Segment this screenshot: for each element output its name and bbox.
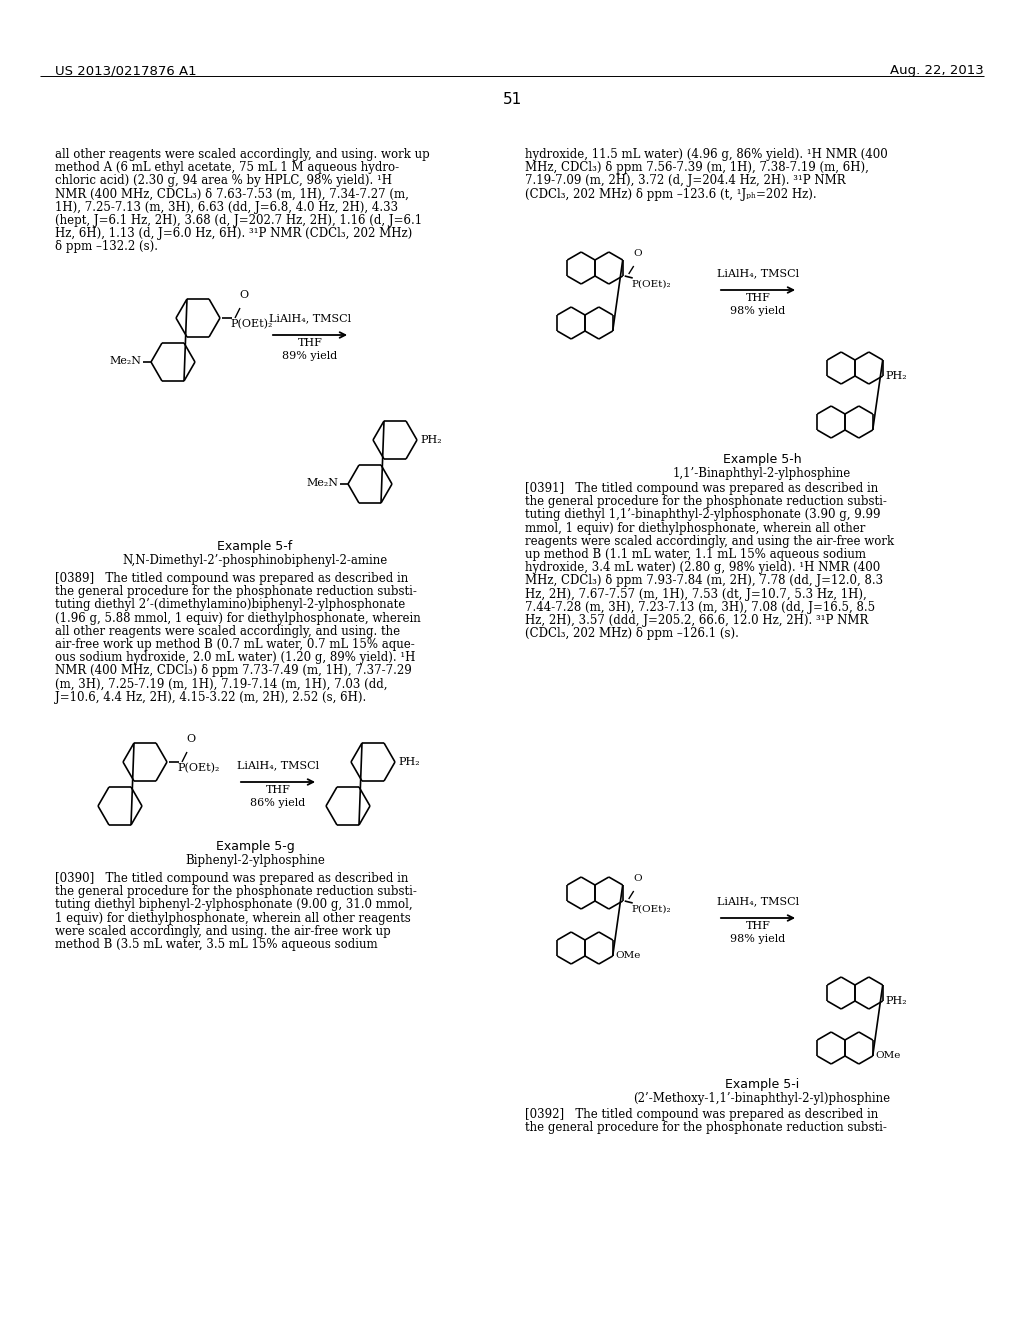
Text: O: O bbox=[634, 249, 642, 257]
Text: NMR (400 MHz, CDCL₃) δ 7.63-7.53 (m, 1H), 7.34-7.27 (m,: NMR (400 MHz, CDCL₃) δ 7.63-7.53 (m, 1H)… bbox=[55, 187, 409, 201]
Text: mmol, 1 equiv) for diethylphosphonate, wherein all other: mmol, 1 equiv) for diethylphosphonate, w… bbox=[525, 521, 865, 535]
Text: Example 5-f: Example 5-f bbox=[217, 540, 293, 553]
Text: all other reagents were scaled accordingly, and using. work up: all other reagents were scaled according… bbox=[55, 148, 430, 161]
Text: (hept, J=6.1 Hz, 2H), 3.68 (d, J=202.7 Hz, 2H), 1.16 (d, J=6.1: (hept, J=6.1 Hz, 2H), 3.68 (d, J=202.7 H… bbox=[55, 214, 422, 227]
Text: LiAlH₄, TMSCl: LiAlH₄, TMSCl bbox=[269, 313, 351, 323]
Text: Hz, 2H), 3.57 (ddd, J=205.2, 66.6, 12.0 Hz, 2H). ³¹P NMR: Hz, 2H), 3.57 (ddd, J=205.2, 66.6, 12.0 … bbox=[525, 614, 868, 627]
Text: US 2013/0217876 A1: US 2013/0217876 A1 bbox=[55, 63, 197, 77]
Text: Hz, 6H), 1.13 (d, J=6.0 Hz, 6H). ³¹P NMR (CDCl₃, 202 MHz): Hz, 6H), 1.13 (d, J=6.0 Hz, 6H). ³¹P NMR… bbox=[55, 227, 413, 240]
Text: PH₂: PH₂ bbox=[420, 436, 441, 445]
Text: (m, 3H), 7.25-7.19 (m, 1H), 7.19-7.14 (m, 1H), 7.03 (dd,: (m, 3H), 7.25-7.19 (m, 1H), 7.19-7.14 (m… bbox=[55, 677, 387, 690]
Text: P(OEt)₂: P(OEt)₂ bbox=[230, 319, 272, 329]
Text: hydroxide, 3.4 mL water) (2.80 g, 98% yield). ¹H NMR (400: hydroxide, 3.4 mL water) (2.80 g, 98% yi… bbox=[525, 561, 881, 574]
Text: LiAlH₄, TMSCl: LiAlH₄, TMSCl bbox=[717, 896, 799, 906]
Text: tuting diethyl 2’-(dimethylamino)biphenyl-2-ylphosphonate: tuting diethyl 2’-(dimethylamino)bipheny… bbox=[55, 598, 406, 611]
Text: J=10.6, 4.4 Hz, 2H), 4.15-3.22 (m, 2H), 2.52 (s, 6H).: J=10.6, 4.4 Hz, 2H), 4.15-3.22 (m, 2H), … bbox=[55, 690, 367, 704]
Text: PH₂: PH₂ bbox=[398, 756, 420, 767]
Text: chloric acid) (2.30 g, 94 area % by HPLC, 98% yield). ¹H: chloric acid) (2.30 g, 94 area % by HPLC… bbox=[55, 174, 392, 187]
Text: MHz, CDCl₃) δ ppm 7.56-7.39 (m, 1H), 7.38-7.19 (m, 6H),: MHz, CDCl₃) δ ppm 7.56-7.39 (m, 1H), 7.3… bbox=[525, 161, 869, 174]
Text: (2’-Methoxy-1,1’-binaphthyl-2-yl)phosphine: (2’-Methoxy-1,1’-binaphthyl-2-yl)phosphi… bbox=[634, 1092, 891, 1105]
Text: 89% yield: 89% yield bbox=[283, 351, 338, 360]
Text: air-free work up method B (0.7 mL water, 0.7 mL 15% aque-: air-free work up method B (0.7 mL water,… bbox=[55, 638, 415, 651]
Text: OMe: OMe bbox=[876, 1052, 901, 1060]
Text: Example 5-g: Example 5-g bbox=[216, 840, 294, 853]
Text: tuting diethyl 1,1’-binaphthyl-2-ylphosphonate (3.90 g, 9.99: tuting diethyl 1,1’-binaphthyl-2-ylphosp… bbox=[525, 508, 881, 521]
Text: NMR (400 MHz, CDCl₃) δ ppm 7.73-7.49 (m, 1H), 7.37-7.29: NMR (400 MHz, CDCl₃) δ ppm 7.73-7.49 (m,… bbox=[55, 664, 412, 677]
Text: 7.44-7.28 (m, 3H), 7.23-7.13 (m, 3H), 7.08 (dd, J=16.5, 8.5: 7.44-7.28 (m, 3H), 7.23-7.13 (m, 3H), 7.… bbox=[525, 601, 876, 614]
Text: Example 5-h: Example 5-h bbox=[723, 453, 802, 466]
Text: reagents were scaled accordingly, and using the air-free work: reagents were scaled accordingly, and us… bbox=[525, 535, 894, 548]
Text: [0390]   The titled compound was prepared as described in: [0390] The titled compound was prepared … bbox=[55, 873, 409, 884]
Text: N,N-Dimethyl-2’-phosphinobiphenyl-2-amine: N,N-Dimethyl-2’-phosphinobiphenyl-2-amin… bbox=[123, 554, 388, 568]
Text: [0392]   The titled compound was prepared as described in: [0392] The titled compound was prepared … bbox=[525, 1107, 879, 1121]
Text: ous sodium hydroxide, 2.0 mL water) (1.20 g, 89% yield). ¹H: ous sodium hydroxide, 2.0 mL water) (1.2… bbox=[55, 651, 416, 664]
Text: OMe: OMe bbox=[615, 952, 641, 961]
Text: the general procedure for the phosphonate reduction substi-: the general procedure for the phosphonat… bbox=[525, 495, 887, 508]
Text: δ ppm –132.2 (s).: δ ppm –132.2 (s). bbox=[55, 240, 158, 253]
Text: THF: THF bbox=[745, 921, 770, 931]
Text: (CDCl₃, 202 MHz) δ ppm –123.6 (t, ¹Jₚₕ=202 Hz).: (CDCl₃, 202 MHz) δ ppm –123.6 (t, ¹Jₚₕ=2… bbox=[525, 187, 816, 201]
Text: 1,1’-Binaphthyl-2-ylphosphine: 1,1’-Binaphthyl-2-ylphosphine bbox=[673, 467, 851, 480]
Text: 86% yield: 86% yield bbox=[251, 799, 305, 808]
Text: up method B (1.1 mL water, 1.1 mL 15% aqueous sodium: up method B (1.1 mL water, 1.1 mL 15% aq… bbox=[525, 548, 866, 561]
Text: O: O bbox=[634, 874, 642, 883]
Text: (1.96 g, 5.88 mmol, 1 equiv) for diethylphosphonate, wherein: (1.96 g, 5.88 mmol, 1 equiv) for diethyl… bbox=[55, 611, 421, 624]
Text: Biphenyl-2-ylphosphine: Biphenyl-2-ylphosphine bbox=[185, 854, 325, 867]
Text: O: O bbox=[239, 290, 248, 300]
Text: LiAlH₄, TMSCl: LiAlH₄, TMSCl bbox=[237, 760, 319, 770]
Text: Me₂N: Me₂N bbox=[109, 356, 141, 366]
Text: were scaled accordingly, and using. the air-free work up: were scaled accordingly, and using. the … bbox=[55, 925, 391, 937]
Text: O: O bbox=[186, 734, 196, 744]
Text: MHz, CDCl₃) δ ppm 7.93-7.84 (m, 2H), 7.78 (dd, J=12.0, 8.3: MHz, CDCl₃) δ ppm 7.93-7.84 (m, 2H), 7.7… bbox=[525, 574, 883, 587]
Text: Me₂N: Me₂N bbox=[306, 478, 338, 488]
Text: LiAlH₄, TMSCl: LiAlH₄, TMSCl bbox=[717, 268, 799, 279]
Text: the general procedure for the phosphonate reduction substi-: the general procedure for the phosphonat… bbox=[55, 585, 417, 598]
Text: method A (6 mL ethyl acetate, 75 mL 1 M aqueous hydro-: method A (6 mL ethyl acetate, 75 mL 1 M … bbox=[55, 161, 399, 174]
Text: all other reagents were scaled accordingly, and using. the: all other reagents were scaled according… bbox=[55, 624, 400, 638]
Text: 1H), 7.25-7.13 (m, 3H), 6.63 (dd, J=6.8, 4.0 Hz, 2H), 4.33: 1H), 7.25-7.13 (m, 3H), 6.63 (dd, J=6.8,… bbox=[55, 201, 398, 214]
Text: P(OEt)₂: P(OEt)₂ bbox=[177, 763, 219, 774]
Text: THF: THF bbox=[298, 338, 323, 348]
Text: the general procedure for the phosphonate reduction substi-: the general procedure for the phosphonat… bbox=[55, 886, 417, 898]
Text: P(OEt)₂: P(OEt)₂ bbox=[632, 280, 672, 289]
Text: tuting diethyl biphenyl-2-ylphosphonate (9.00 g, 31.0 mmol,: tuting diethyl biphenyl-2-ylphosphonate … bbox=[55, 899, 413, 911]
Text: Aug. 22, 2013: Aug. 22, 2013 bbox=[890, 63, 984, 77]
Text: 98% yield: 98% yield bbox=[730, 935, 785, 944]
Text: Hz, 2H), 7.67-7.57 (m, 1H), 7.53 (dt, J=10.7, 5.3 Hz, 1H),: Hz, 2H), 7.67-7.57 (m, 1H), 7.53 (dt, J=… bbox=[525, 587, 866, 601]
Text: 51: 51 bbox=[503, 92, 521, 107]
Text: P(OEt)₂: P(OEt)₂ bbox=[632, 906, 672, 913]
Text: THF: THF bbox=[265, 785, 291, 795]
Text: 1 equiv) for diethylphosphonate, wherein all other reagents: 1 equiv) for diethylphosphonate, wherein… bbox=[55, 912, 411, 924]
Text: the general procedure for the phosphonate reduction substi-: the general procedure for the phosphonat… bbox=[525, 1121, 887, 1134]
Text: THF: THF bbox=[745, 293, 770, 304]
Text: PH₂: PH₂ bbox=[886, 997, 907, 1006]
Text: PH₂: PH₂ bbox=[886, 371, 907, 381]
Text: [0389]   The titled compound was prepared as described in: [0389] The titled compound was prepared … bbox=[55, 572, 409, 585]
Text: [0391]   The titled compound was prepared as described in: [0391] The titled compound was prepared … bbox=[525, 482, 879, 495]
Text: (CDCl₃, 202 MHz) δ ppm –126.1 (s).: (CDCl₃, 202 MHz) δ ppm –126.1 (s). bbox=[525, 627, 739, 640]
Text: 98% yield: 98% yield bbox=[730, 306, 785, 315]
Text: hydroxide, 11.5 mL water) (4.96 g, 86% yield). ¹H NMR (400: hydroxide, 11.5 mL water) (4.96 g, 86% y… bbox=[525, 148, 888, 161]
Text: Example 5-i: Example 5-i bbox=[725, 1078, 799, 1092]
Text: method B (3.5 mL water, 3.5 mL 15% aqueous sodium: method B (3.5 mL water, 3.5 mL 15% aqueo… bbox=[55, 939, 378, 950]
Text: 7.19-7.09 (m, 2H), 3.72 (d, J=204.4 Hz, 2H). ³¹P NMR: 7.19-7.09 (m, 2H), 3.72 (d, J=204.4 Hz, … bbox=[525, 174, 846, 187]
